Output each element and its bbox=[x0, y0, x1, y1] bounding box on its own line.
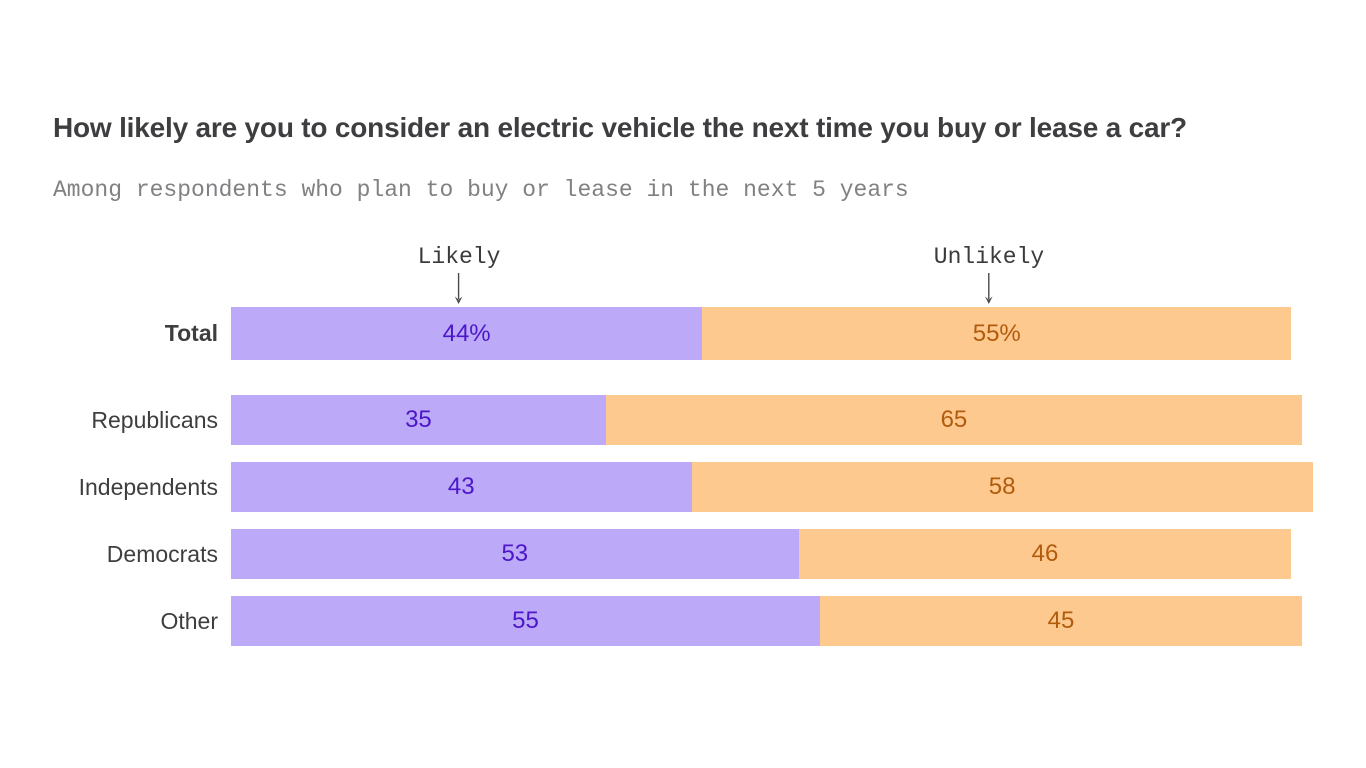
row-label: Total bbox=[164, 320, 218, 346]
annotation-likely-label: Likely bbox=[417, 244, 501, 270]
bar-segment-unlikely: 58 bbox=[691, 462, 1313, 512]
down-arrow-icon bbox=[985, 273, 993, 304]
bar-segment-unlikely: 45 bbox=[820, 596, 1302, 646]
row-label: Republicans bbox=[91, 406, 218, 433]
bar-value-label: 58 bbox=[988, 473, 1016, 500]
bar-segment-likely: 35 bbox=[231, 395, 606, 445]
chart-row: Independents 43 58 bbox=[0, 462, 1366, 512]
bar-segment-likely: 55 bbox=[231, 596, 821, 646]
bar-value-label: 55% bbox=[972, 319, 1021, 347]
bar-segment-unlikely: 55% bbox=[702, 307, 1292, 360]
bar-value-label: 45 bbox=[1047, 607, 1075, 634]
chart-row: Total 44% 55% bbox=[0, 307, 1366, 360]
bar-value-label: 65 bbox=[940, 406, 968, 433]
bar-value-label: 53 bbox=[501, 540, 529, 567]
stacked-bar: 53 46 bbox=[231, 529, 1292, 579]
bar-chart: Total 44% 55% Republicans 35 65 Independents 43… bbox=[0, 307, 1366, 663]
stacked-bar: 55 45 bbox=[231, 596, 1302, 646]
annotation-unlikely: Unlikely bbox=[934, 244, 1044, 304]
chart-row: Republicans 35 65 bbox=[0, 395, 1366, 445]
bar-value-label: 46 bbox=[1031, 540, 1059, 567]
chart-title: How likely are you to consider an electr… bbox=[53, 112, 1187, 143]
bar-segment-unlikely: 46 bbox=[798, 529, 1292, 579]
bar-segment-likely: 53 bbox=[231, 529, 799, 579]
chart-row: Democrats 53 46 bbox=[0, 529, 1366, 579]
row-label: Other bbox=[160, 607, 218, 634]
bar-value-label: 35 bbox=[405, 406, 432, 433]
bar-value-label: 43 bbox=[447, 473, 475, 500]
bar-value-label: 44% bbox=[442, 319, 491, 347]
row-label: Democrats bbox=[106, 540, 218, 567]
bar-value-label: 55 bbox=[512, 607, 539, 634]
annotation-likely: Likely bbox=[417, 244, 501, 304]
stacked-bar: 44% 55% bbox=[231, 307, 1292, 360]
chart-row: Other 55 45 bbox=[0, 596, 1366, 646]
chart-subtitle: Among respondents who plan to buy or lea… bbox=[53, 177, 909, 203]
bar-segment-unlikely: 65 bbox=[605, 395, 1302, 445]
stacked-bar: 35 65 bbox=[231, 395, 1302, 445]
row-label: Independents bbox=[78, 473, 218, 500]
bar-segment-likely: 43 bbox=[231, 462, 692, 512]
stacked-bar: 43 58 bbox=[231, 462, 1313, 512]
annotation-unlikely-label: Unlikely bbox=[933, 244, 1045, 270]
bar-segment-likely: 44% bbox=[231, 307, 703, 360]
down-arrow-icon bbox=[455, 273, 463, 304]
